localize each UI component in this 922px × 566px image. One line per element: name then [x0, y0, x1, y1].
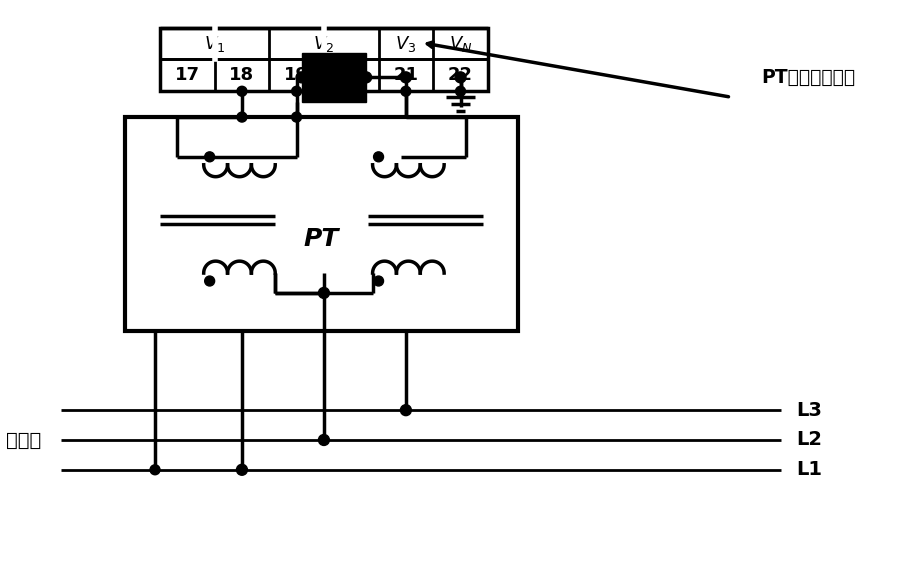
- Text: 21: 21: [394, 66, 419, 84]
- Circle shape: [400, 405, 411, 415]
- Circle shape: [455, 72, 466, 83]
- Bar: [125, 117, 517, 331]
- Text: 19: 19: [284, 66, 309, 84]
- Text: 主线路: 主线路: [6, 431, 41, 449]
- Text: $V_N$: $V_N$: [449, 33, 472, 54]
- Circle shape: [373, 276, 384, 286]
- Circle shape: [318, 435, 329, 445]
- Circle shape: [150, 465, 160, 475]
- Bar: [160, 28, 488, 91]
- Circle shape: [236, 464, 247, 475]
- Circle shape: [401, 86, 411, 96]
- Text: PT: PT: [303, 227, 339, 251]
- Circle shape: [400, 72, 411, 83]
- Circle shape: [291, 86, 301, 96]
- Circle shape: [296, 72, 307, 83]
- Text: L1: L1: [796, 460, 822, 479]
- Circle shape: [318, 288, 329, 298]
- Text: $V_3$: $V_3$: [396, 33, 417, 54]
- Text: PT智能阻断装置: PT智能阻断装置: [761, 68, 856, 87]
- Circle shape: [455, 86, 466, 96]
- Circle shape: [361, 72, 372, 83]
- Text: 17: 17: [175, 66, 200, 84]
- Circle shape: [205, 152, 215, 162]
- Circle shape: [373, 152, 384, 162]
- Bar: [301, 53, 366, 102]
- Circle shape: [237, 112, 247, 122]
- Text: L2: L2: [796, 431, 822, 449]
- Circle shape: [291, 112, 301, 122]
- Text: 18: 18: [230, 66, 254, 84]
- Text: $V_2$: $V_2$: [313, 33, 335, 54]
- Text: L3: L3: [796, 401, 822, 419]
- Text: 22: 22: [448, 66, 473, 84]
- Circle shape: [205, 276, 215, 286]
- Text: $V_1$: $V_1$: [204, 33, 225, 54]
- Text: 20: 20: [338, 66, 364, 84]
- Circle shape: [237, 86, 247, 96]
